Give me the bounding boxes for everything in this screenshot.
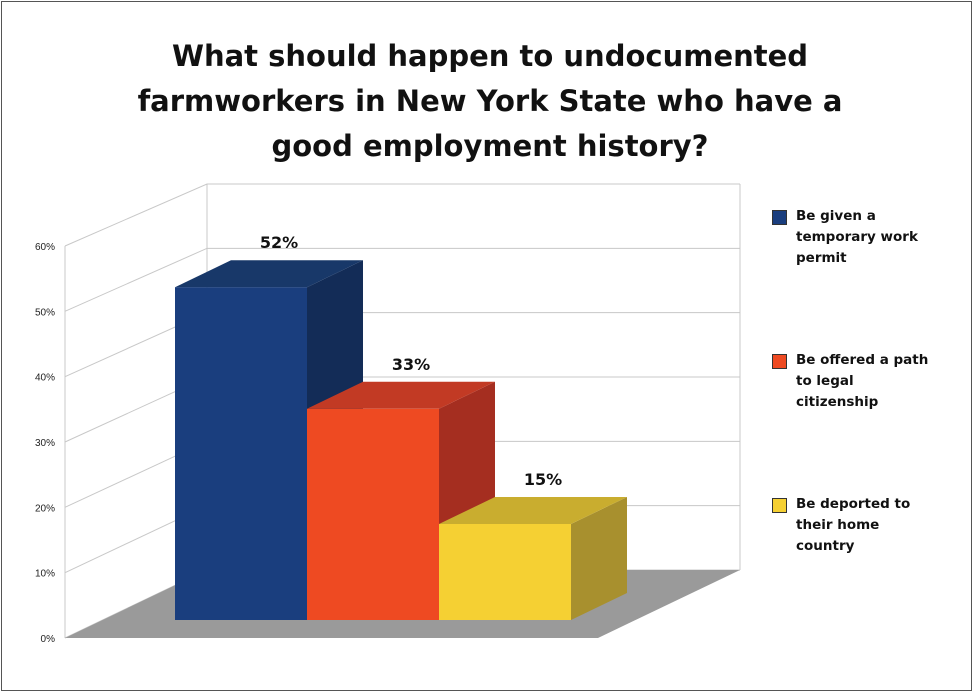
bar xyxy=(307,408,439,620)
legend-label-line: Be deported to xyxy=(796,496,911,512)
data-label: 52% xyxy=(260,233,298,252)
y-tick-label: 30% xyxy=(35,438,55,449)
title-line: What should happen to undocumented xyxy=(171,39,809,73)
legend-label-line: to legal xyxy=(796,373,854,389)
title-line: good employment history? xyxy=(271,129,709,163)
legend-swatch xyxy=(772,498,787,513)
y-tick-label: 0% xyxy=(41,634,56,645)
legend-label-line: their home xyxy=(796,517,880,533)
legend-label-line: Be given a xyxy=(796,208,876,224)
legend-label: Be deported to their home country xyxy=(796,494,956,557)
bar xyxy=(439,524,571,620)
y-tick-label: 20% xyxy=(35,503,55,514)
data-label: 15% xyxy=(524,470,562,489)
y-tick-label: 40% xyxy=(35,373,55,384)
y-tick-label: 60% xyxy=(35,242,55,253)
y-tick-label: 10% xyxy=(35,569,55,580)
bar-top xyxy=(175,260,363,288)
chart-title: What should happen to undocumented farmw… xyxy=(60,34,920,169)
gridline xyxy=(64,247,740,312)
legend-swatch xyxy=(772,210,787,225)
bar-top xyxy=(307,381,495,409)
title-line: farmworkers in New York State who have a xyxy=(137,84,843,118)
legend-label: Be offered a path to legal citizenship xyxy=(796,350,956,413)
legend-label-line: country xyxy=(796,538,855,554)
bar xyxy=(175,287,307,620)
legend-label-line: permit xyxy=(796,250,847,266)
legend-label-line: citizenship xyxy=(796,394,879,410)
bar-top xyxy=(439,497,627,524)
bar-side xyxy=(571,497,627,620)
legend-label: Be given a temporary work permit xyxy=(796,206,956,269)
gridline xyxy=(64,183,740,247)
legend-swatch xyxy=(772,354,787,369)
data-label: 33% xyxy=(392,355,430,374)
legend-label-line: temporary work xyxy=(796,229,918,245)
y-tick-label: 50% xyxy=(35,307,55,318)
legend-label-line: Be offered a path xyxy=(796,352,929,368)
